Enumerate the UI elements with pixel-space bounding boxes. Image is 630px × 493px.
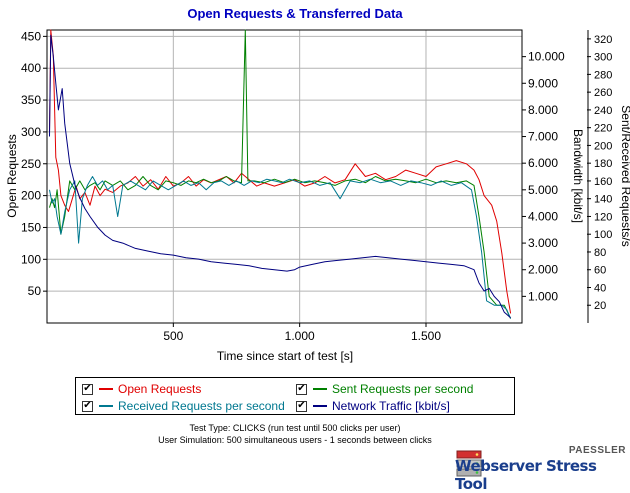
y-left-tick-label-0: 50	[28, 284, 42, 298]
grid	[47, 30, 522, 323]
legend-item-open-requests[interactable]: ✔ Open Requests	[82, 382, 201, 396]
y-left-tick-label-4: 250	[21, 157, 41, 171]
y-right-requests-tick-label-1: 40	[594, 282, 606, 294]
y-right-bandwidth-tick-label-0: 1.000	[528, 289, 558, 303]
legend-checkbox-network-traffic[interactable]: ✔	[296, 400, 307, 412]
y-right-bandwidth-tick-label-7: 8.000	[528, 103, 558, 117]
y-right-requests-tick-label-7: 160	[594, 176, 612, 188]
y-right-requests-tick-label-6: 140	[594, 194, 612, 206]
y-right-bandwidth-label: Bandwidth [kbit/s]	[571, 129, 585, 223]
brand-logo: PAESSLER Webserver Stress Tool	[455, 445, 630, 493]
y-right-bandwidth-tick-label-8: 9.000	[528, 76, 558, 90]
x-tick-label-2: 1.500	[411, 329, 441, 343]
y-right-bandwidth-tick-label-6: 7.000	[528, 130, 558, 144]
x-axis-label: Time since start of test [s]	[217, 349, 353, 363]
x-axis-ticks: 500 1.000 1.500	[163, 323, 441, 343]
y-right-bandwidth-tick-label-1: 2.000	[528, 263, 558, 277]
plot-frame	[46, 29, 523, 324]
legend-label-received-requests: Received Requests per second	[118, 399, 285, 413]
y-right-bandwidth-tick-label-3: 4.000	[528, 209, 558, 223]
legend-checkbox-received-requests[interactable]: ✔	[82, 400, 93, 412]
y-left-tick-label-6: 350	[21, 93, 41, 107]
y-right-requests-tick-label-11: 240	[594, 105, 612, 117]
y-right-bandwidth-tick-label-5: 6.000	[528, 156, 558, 170]
y-left-axis-ticks: 50 100 150 200 250 300 350 400 450	[21, 29, 47, 298]
chart: Open Requests & Transferred Data 500 1.00…	[5, 6, 630, 363]
legend-item-sent-requests[interactable]: ✔ Sent Requests per second	[296, 382, 473, 396]
series-line-network-traffic-kbit-s	[49, 34, 511, 319]
y-right-bandwidth-tick-label-9: 10.000	[528, 50, 565, 64]
x-tick-label-0: 500	[163, 329, 183, 343]
y-right-requests-label: Sent/Received Requests/s	[619, 105, 630, 246]
legend-label-network-traffic: Network Traffic [kbit/s]	[332, 399, 450, 413]
y-right-requests-tick-label-14: 300	[594, 52, 612, 64]
y-left-tick-label-3: 200	[21, 189, 41, 203]
user-simulation-info: User Simulation: 500 simultaneous users …	[158, 435, 432, 445]
server-stack-icon	[456, 450, 482, 477]
y-right-requests-tick-label-0: 20	[594, 300, 606, 312]
legend: ✔ Open Requests ✔ Sent Requests per seco…	[75, 377, 515, 415]
y-left-axis-label: Open Requests	[5, 134, 19, 217]
y-right-requests-tick-label-3: 80	[594, 247, 606, 259]
legend-swatch-sent-requests	[313, 388, 327, 390]
y-right-requests-tick-label-8: 180	[594, 158, 612, 170]
series-line-sent-requests-per-second	[49, 29, 512, 319]
y-right-requests-tick-label-4: 100	[594, 229, 612, 241]
legend-swatch-open-requests	[99, 388, 113, 390]
legend-item-network-traffic[interactable]: ✔ Network Traffic [kbit/s]	[296, 399, 450, 413]
y-left-tick-label-7: 400	[21, 61, 41, 75]
y-right-requests-tick-label-10: 220	[594, 123, 612, 135]
legend-checkbox-sent-requests[interactable]: ✔	[296, 383, 307, 395]
legend-checkbox-open-requests[interactable]: ✔	[82, 383, 93, 395]
y-right-requests-tick-label-9: 200	[594, 140, 612, 152]
y-right-requests-tick-label-12: 260	[594, 87, 612, 99]
y-right-requests-tick-label-2: 60	[594, 265, 606, 277]
y-left-tick-label-8: 450	[21, 29, 41, 43]
y-left-tick-label-2: 150	[21, 220, 41, 234]
y-right-requests-tick-label-13: 280	[594, 69, 612, 81]
chart-title: Open Requests & Transferred Data	[187, 6, 403, 21]
series-line-received-requests-per-second	[49, 176, 512, 319]
y-left-tick-label-5: 300	[21, 125, 41, 139]
y-right-bandwidth-tick-label-4: 5.000	[528, 183, 558, 197]
y-right-requests-tick-label-5: 120	[594, 211, 612, 223]
legend-label-sent-requests: Sent Requests per second	[332, 382, 474, 396]
y-right-bandwidth-ticks: 1.000 2.000 3.000 4.000 5.000 6.000 7.000 8.000…	[522, 50, 565, 303]
x-tick-label-1: 1.000	[285, 329, 315, 343]
y-left-tick-label-1: 100	[21, 252, 41, 266]
legend-label-open-requests: Open Requests	[118, 382, 202, 396]
y-right-requests-ticks: 20 40 60 80 100 120 140 160 180 200 220 240 260 280 30…	[587, 30, 612, 323]
series-lines	[49, 29, 512, 319]
brand-product: Webserver Stress Tool	[455, 457, 597, 493]
series-line-open-requests	[49, 29, 512, 314]
y-right-requests-tick-label-15: 320	[594, 34, 612, 46]
test-type-info: Test Type: CLICKS (run test until 500 cl…	[189, 423, 401, 433]
legend-swatch-network-traffic	[313, 405, 327, 407]
legend-item-received-requests[interactable]: ✔ Received Requests per second	[82, 399, 285, 413]
y-right-bandwidth-tick-label-2: 3.000	[528, 236, 558, 250]
brand-company: PAESSLER	[568, 445, 626, 456]
legend-swatch-received-requests	[99, 405, 113, 407]
